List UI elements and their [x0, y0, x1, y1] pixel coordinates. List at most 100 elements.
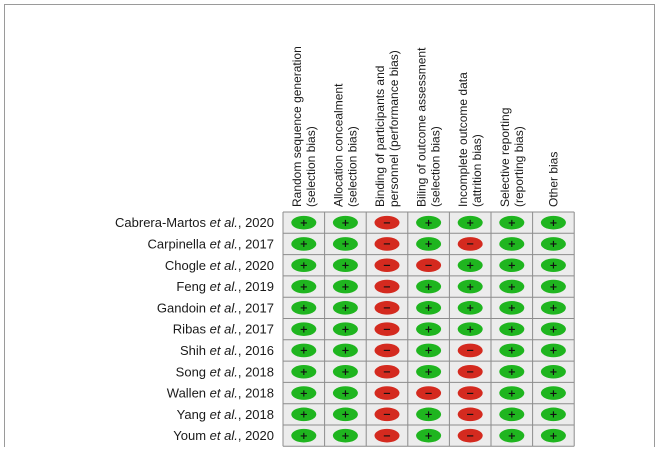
low-risk-marker: + [457, 301, 483, 315]
low-risk-marker: + [540, 237, 566, 251]
low-risk-marker: + [291, 407, 317, 422]
low-risk-marker: + [540, 215, 566, 230]
low-risk-ellipse [499, 364, 525, 379]
study-year: , 2017 [238, 236, 274, 251]
low-risk-marker: + [416, 407, 442, 422]
low-risk-marker: + [457, 215, 483, 230]
plus-sign: + [508, 324, 516, 335]
low-risk-ellipse [540, 301, 566, 315]
low-risk-marker: + [332, 386, 358, 400]
plus-sign: + [300, 260, 308, 271]
low-risk-marker: + [332, 301, 358, 315]
minus-sign: − [424, 388, 432, 399]
low-risk-marker: + [540, 301, 566, 315]
study-year: , 2017 [238, 322, 274, 337]
study-label: Yang et al., 2018 [177, 407, 274, 422]
high-risk-ellipse [374, 215, 400, 230]
study-author: Gandoin [157, 300, 210, 315]
plus-sign: + [508, 410, 516, 421]
plus-sign: + [424, 367, 432, 378]
low-risk-ellipse [291, 258, 317, 273]
low-risk-ellipse [332, 279, 358, 294]
low-risk-marker: + [291, 343, 317, 358]
low-risk-marker: + [332, 364, 358, 379]
plus-sign: + [341, 431, 349, 442]
study-author: Shih [180, 343, 210, 358]
high-risk-marker: − [457, 364, 483, 379]
high-risk-ellipse [374, 364, 400, 379]
low-risk-marker: + [499, 322, 525, 336]
high-risk-marker: − [374, 215, 400, 230]
column-header-line: Biling of outcome assessment [415, 47, 429, 207]
low-risk-ellipse [416, 237, 442, 251]
low-risk-marker: + [332, 215, 358, 230]
minus-sign: − [383, 388, 391, 399]
low-risk-ellipse [416, 322, 442, 336]
low-risk-marker: + [416, 279, 442, 294]
low-risk-marker: + [416, 364, 442, 379]
low-risk-marker: + [499, 364, 525, 379]
plus-sign: + [508, 431, 516, 442]
low-risk-ellipse [291, 301, 317, 315]
plus-sign: + [300, 346, 308, 357]
low-risk-marker: + [416, 215, 442, 230]
plus-sign: + [549, 346, 557, 357]
high-risk-marker: − [374, 407, 400, 422]
plus-sign: + [424, 410, 432, 421]
low-risk-ellipse [499, 301, 525, 315]
low-risk-ellipse [416, 301, 442, 315]
study-year: , 2020 [238, 428, 274, 443]
plus-sign: + [549, 388, 557, 399]
plus-sign: + [549, 410, 557, 421]
minus-sign: − [466, 239, 474, 250]
study-etal: et al. [210, 322, 238, 337]
plus-sign: + [549, 303, 557, 314]
low-risk-marker: + [416, 428, 442, 443]
high-risk-ellipse [374, 322, 400, 336]
low-risk-ellipse [332, 364, 358, 379]
low-risk-ellipse [332, 258, 358, 273]
high-risk-marker: − [374, 279, 400, 294]
plus-sign: + [549, 218, 557, 229]
minus-sign: − [466, 388, 474, 399]
plus-sign: + [300, 282, 308, 293]
high-risk-marker: − [457, 237, 483, 251]
plus-sign: + [424, 239, 432, 250]
plus-sign: + [508, 346, 516, 357]
study-author: Ribas [173, 322, 210, 337]
low-risk-ellipse [540, 428, 566, 443]
minus-sign: − [383, 367, 391, 378]
study-label: Youm et al., 2020 [173, 428, 274, 443]
low-risk-marker: + [540, 364, 566, 379]
minus-sign: − [383, 410, 391, 421]
plus-sign: + [424, 346, 432, 357]
study-label: Feng et al., 2019 [176, 279, 274, 294]
low-risk-ellipse [416, 364, 442, 379]
plus-sign: + [341, 367, 349, 378]
plus-sign: + [300, 239, 308, 250]
study-author: Song [176, 364, 210, 379]
high-risk-marker: − [416, 258, 442, 273]
column-header-line: personnel (performance bias) [387, 50, 401, 207]
plus-sign: + [424, 431, 432, 442]
study-author: Wallen [167, 386, 210, 401]
column-header: Allocation concealment (selection bias) [331, 83, 359, 207]
plus-sign: + [508, 260, 516, 271]
low-risk-marker: + [499, 386, 525, 400]
minus-sign: − [466, 431, 474, 442]
low-risk-ellipse [457, 322, 483, 336]
column-header: Other bias [546, 152, 560, 207]
high-risk-marker: − [374, 428, 400, 443]
plus-sign: + [341, 282, 349, 293]
low-risk-ellipse [332, 237, 358, 251]
high-risk-marker: − [416, 386, 442, 400]
low-risk-marker: + [291, 322, 317, 336]
low-risk-ellipse [291, 215, 317, 230]
high-risk-marker: − [457, 407, 483, 422]
study-etal: et al. [210, 300, 238, 315]
minus-sign: − [383, 303, 391, 314]
column-header-line: Other bias [546, 152, 560, 207]
column-header: Biling of outcome assessment (selection b… [415, 47, 443, 207]
high-risk-marker: − [374, 364, 400, 379]
